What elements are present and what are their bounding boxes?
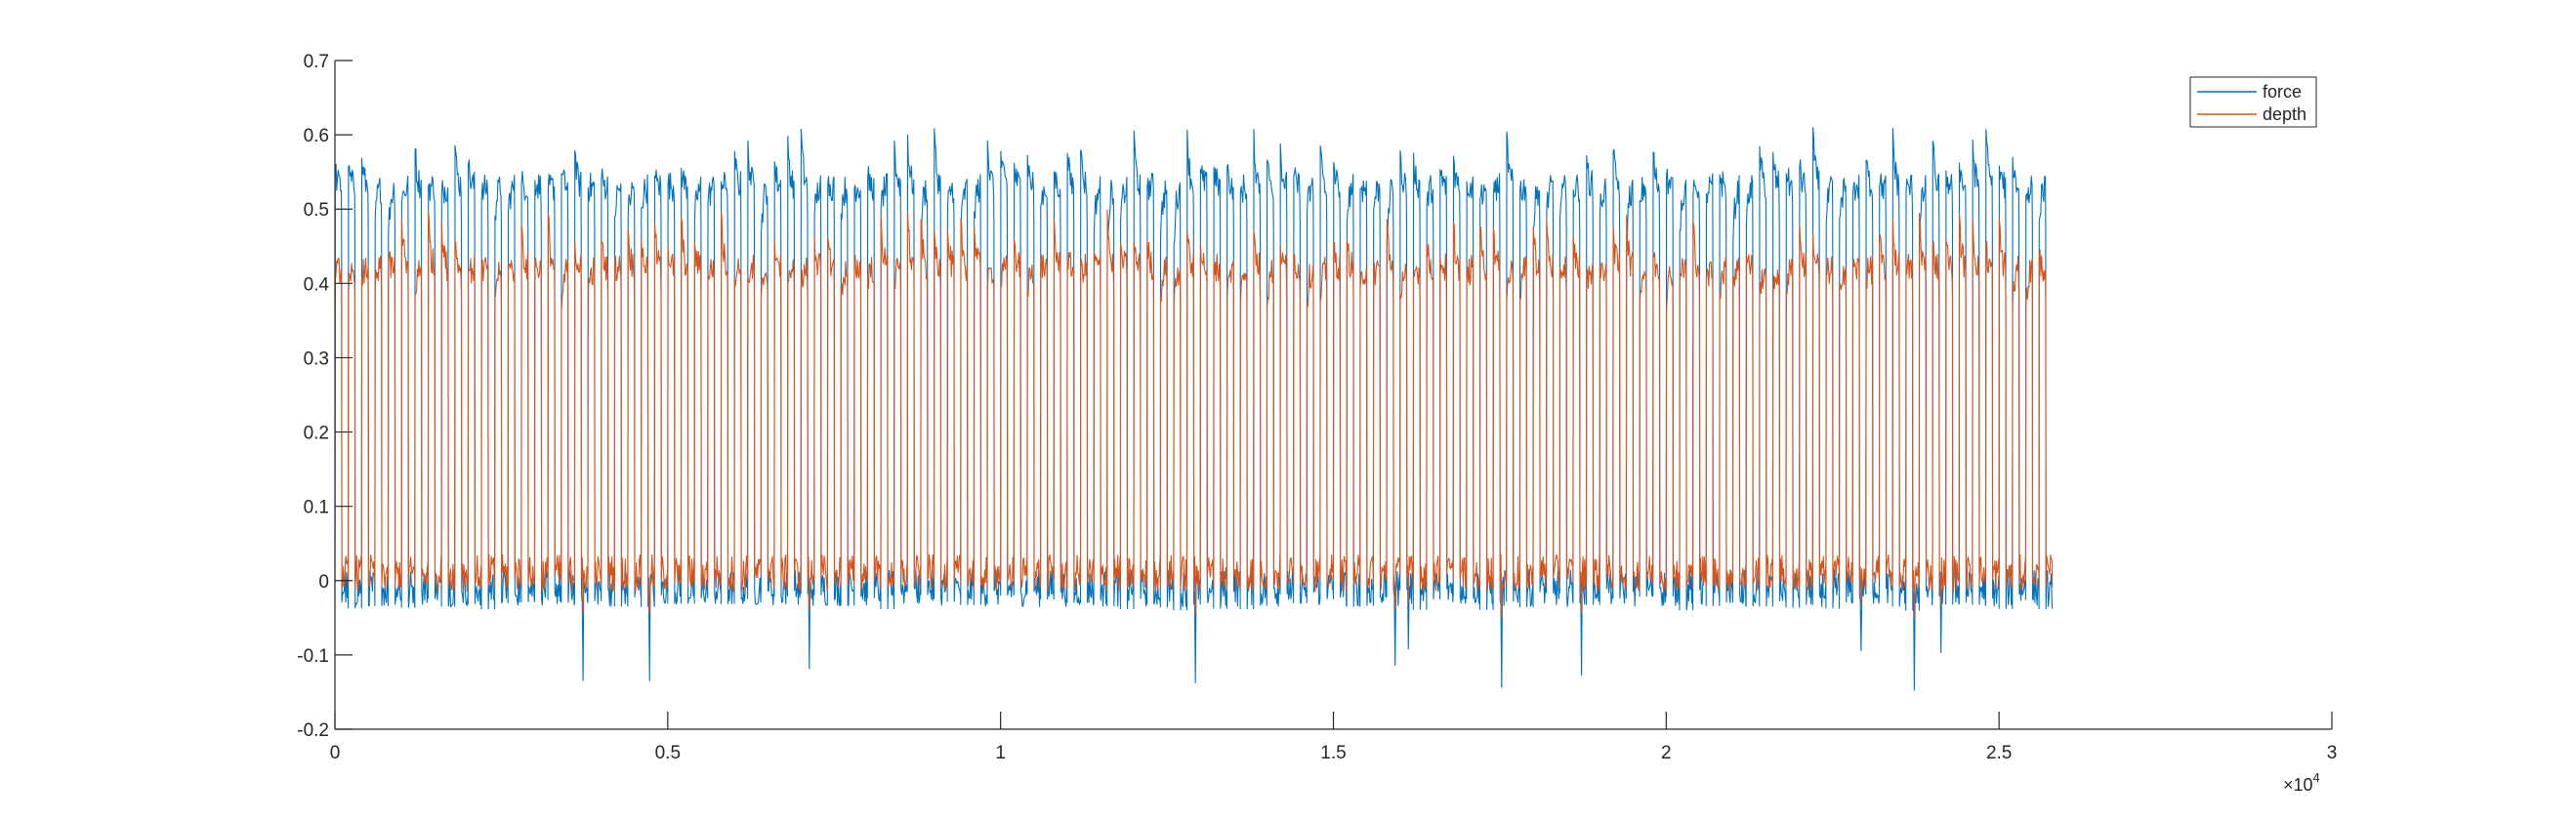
- legend-label-depth: depth: [2263, 104, 2306, 124]
- y-tick-label: 0: [318, 572, 329, 593]
- legend-label-force: force: [2263, 82, 2302, 102]
- y-tick-label: 0.2: [304, 424, 329, 444]
- series-line-depth: [334, 209, 2054, 618]
- legend-box: [2189, 76, 2317, 128]
- y-tick-label: 0.3: [304, 348, 329, 369]
- x-tick-label: 0.5: [655, 743, 681, 763]
- legend[interactable]: force depth: [2189, 76, 2317, 128]
- series-layer: [334, 127, 2054, 691]
- y-tick-label: 0.4: [304, 274, 330, 295]
- x-exponent-power: 4: [2313, 770, 2320, 785]
- x-exponent-label: ×104: [2283, 770, 2320, 795]
- plot-area: 0 0.5 1 1.5 2 2.5 3 -0.2 -0.1 0 0.1 0.2 0.3 0.4 0.5 0.6…: [297, 52, 2337, 763]
- x-tick-label: 1: [995, 743, 1006, 763]
- x-tick-label: 3: [2327, 743, 2338, 763]
- y-tick-label: -0.2: [297, 720, 329, 741]
- tick-marks: [334, 60, 2333, 730]
- y-tick-label: -0.1: [297, 646, 329, 667]
- x-tick-label: 0: [330, 743, 341, 763]
- y-tick-label: 0.5: [304, 200, 329, 221]
- y-tick-label: 0.6: [304, 126, 329, 146]
- y-tick-label: 0.7: [304, 52, 329, 72]
- tick-labels: 0 0.5 1 1.5 2 2.5 3 -0.2 -0.1 0 0.1 0.2 0.3 0.4 0.5 0.6…: [297, 52, 2337, 763]
- y-tick-label: 0.1: [304, 498, 329, 518]
- x-tick-label: 1.5: [1320, 743, 1346, 763]
- x-tick-label: 2.5: [1986, 743, 2012, 763]
- x-tick-label: 2: [1661, 743, 1672, 763]
